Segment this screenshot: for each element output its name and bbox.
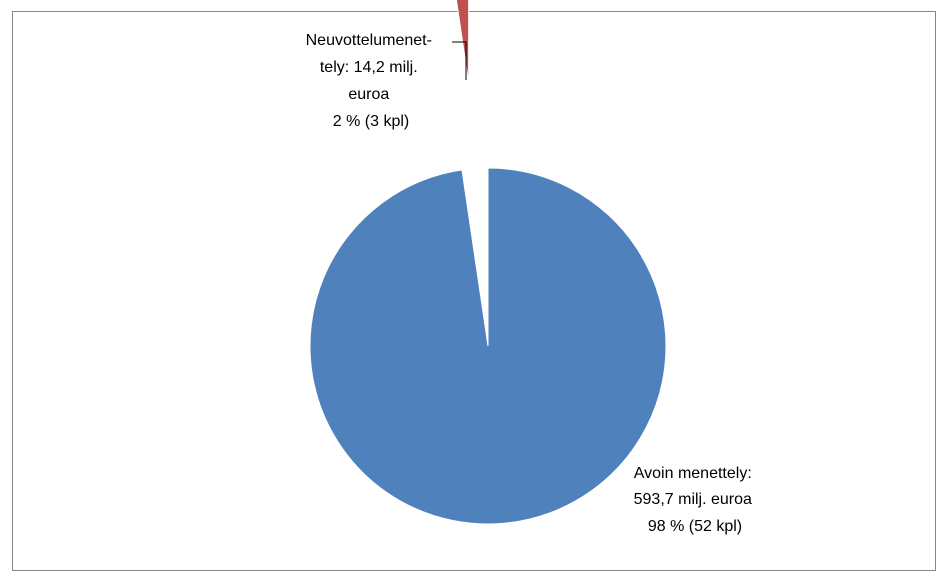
leader-line bbox=[452, 41, 467, 80]
slice-label-neuvottelumenettely: Neuvottelumenet- tely: 14,2 milj. euroa … bbox=[306, 32, 437, 130]
pie-labels: Neuvottelumenet- tely: 14,2 milj. euroa … bbox=[306, 32, 757, 535]
slice-label-avoin-menettely: Avoin menettely: 593,7 milj. euroa 98 % … bbox=[634, 465, 757, 535]
pie-slice-avoin-menettely bbox=[309, 167, 667, 525]
pie-slice-neuvottelumenettely bbox=[455, 0, 470, 83]
pie-slices bbox=[309, 0, 667, 525]
